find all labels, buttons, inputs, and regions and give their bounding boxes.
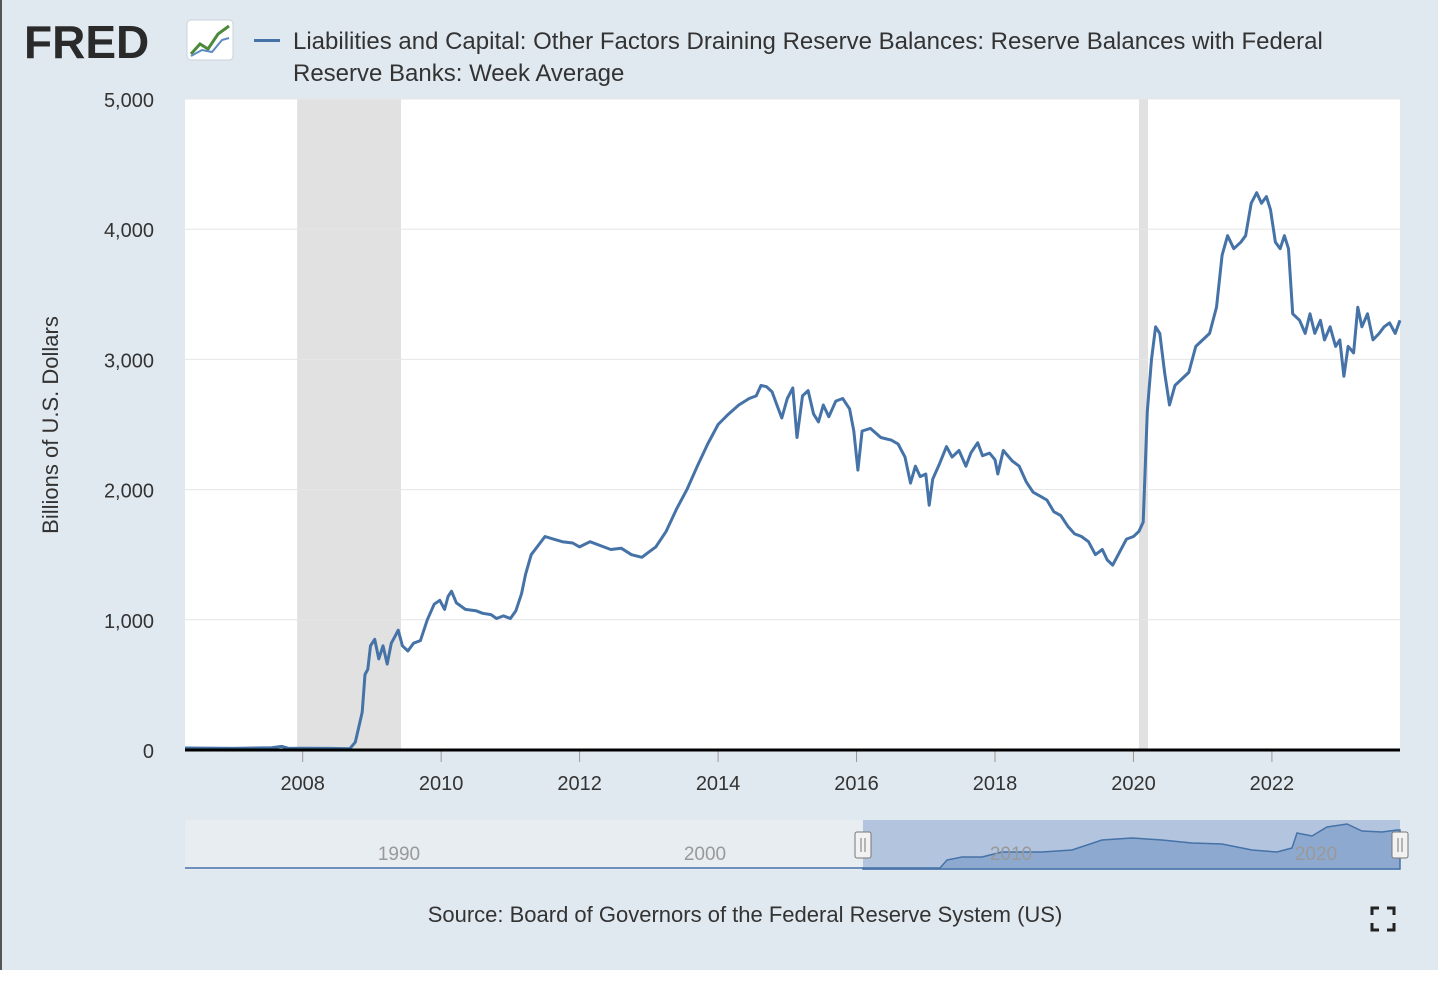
chart-line-icon: [186, 19, 234, 61]
y-axis-ticks: 0 1,000 2,000 3,000 4,000 5,000: [104, 90, 154, 763]
navigator-label: 2020: [1295, 844, 1337, 865]
source-note: Source: Board of Governors of the Federa…: [427, 902, 1063, 927]
navigator-label: 2000: [684, 844, 726, 865]
fred-logo-text: FRED: [24, 18, 149, 66]
y-tick-label: 2,000: [104, 481, 154, 503]
x-tick-label: 2022: [1250, 773, 1295, 795]
page-bottom: [0, 970, 1438, 988]
x-tick-label: 2008: [280, 773, 325, 795]
x-tick-label: 2018: [973, 773, 1018, 795]
y-axis-label: Billions of U.S. Dollars: [38, 316, 63, 534]
series-layer: [184, 191, 1402, 751]
x-tick-label: 2012: [557, 773, 602, 795]
x-axis-ticks: 2008 2010 2012 2014 2016 2018 2020 2022: [280, 750, 1294, 795]
recession-band: [1139, 99, 1148, 750]
legend-series-swatch: [254, 39, 280, 42]
navigator-labels: 1990 2000 2010 2020: [378, 844, 1337, 865]
navigator-series-area: [862, 823, 1401, 870]
navigator-right-handle[interactable]: [1391, 831, 1409, 859]
x-tick-label: 2020: [1111, 773, 1156, 795]
fred-logo[interactable]: FRED: [24, 16, 239, 71]
y-tick-label: 3,000: [104, 350, 154, 372]
x-tick-label: 2014: [696, 773, 741, 795]
x-tick-label: 2016: [834, 773, 879, 795]
x-tick-label: 2010: [419, 773, 464, 795]
grid-lines: [185, 98, 1400, 621]
navigator[interactable]: 1990 2000 2010 2020: [185, 820, 1409, 870]
y-tick-label: 5,000: [104, 90, 154, 112]
navigator-left-handle[interactable]: [854, 831, 872, 859]
recession-shading: [297, 99, 1148, 750]
chart-title: Liabilities and Capital: Other Factors D…: [293, 28, 1323, 87]
navigator-label: 1990: [378, 844, 420, 865]
recession-band: [297, 99, 401, 750]
y-tick-label: 0: [143, 741, 154, 763]
series-line: [184, 191, 1402, 751]
y-tick-label: 4,000: [104, 220, 154, 242]
y-tick-label: 1,000: [104, 611, 154, 633]
fullscreen-icon[interactable]: [1370, 906, 1396, 937]
navigator-label: 2010: [990, 844, 1032, 865]
